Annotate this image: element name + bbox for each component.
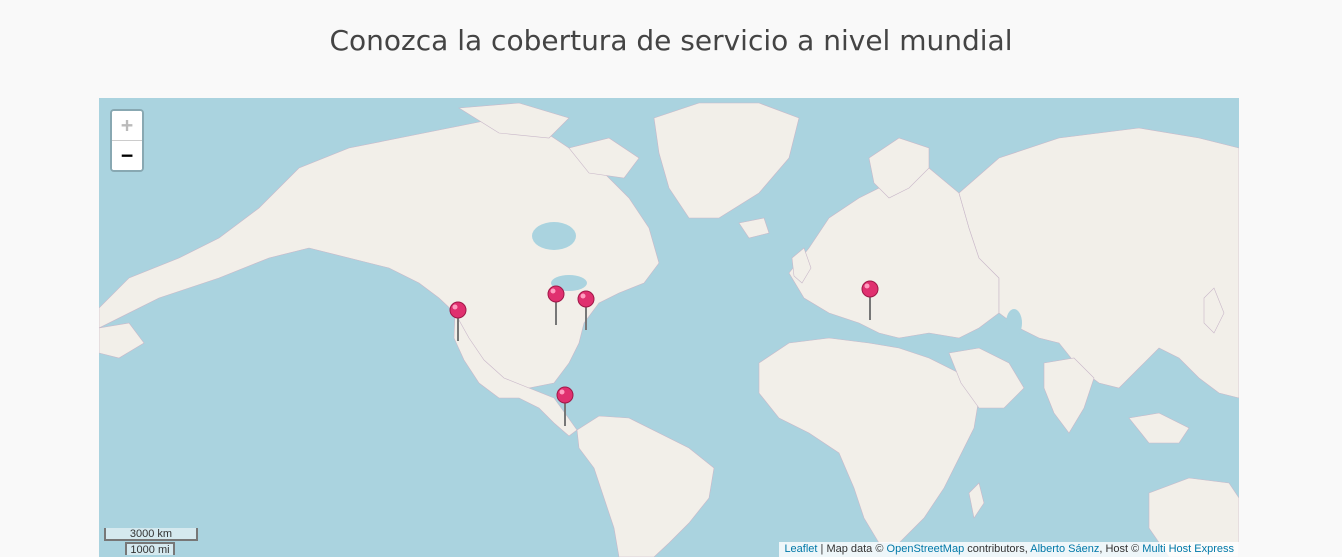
page-title: Conozca la cobertura de servicio a nivel… bbox=[329, 24, 1013, 57]
map[interactable]: + − 3000 km 1000 mi Leaflet | Map data ©… bbox=[99, 98, 1239, 557]
host-link[interactable]: Multi Host Express bbox=[1142, 543, 1234, 555]
scale-km: 3000 km bbox=[104, 528, 198, 541]
map-pin-icon bbox=[556, 386, 574, 426]
marker-central-america[interactable] bbox=[555, 386, 575, 432]
scale-mi: 1000 mi bbox=[125, 542, 175, 556]
scale-bar: 3000 km 1000 mi bbox=[104, 528, 198, 556]
marker-us-east[interactable] bbox=[576, 290, 596, 336]
osm-link[interactable]: OpenStreetMap bbox=[886, 543, 965, 555]
leaflet-link[interactable]: Leaflet bbox=[784, 543, 818, 555]
zoom-in-button[interactable]: + bbox=[112, 111, 142, 141]
attribution-host-prefix: , Host © bbox=[1099, 543, 1143, 555]
zoom-out-button[interactable]: − bbox=[112, 141, 142, 170]
author-link[interactable]: Alberto Sáenz bbox=[1030, 543, 1100, 555]
map-pin-icon bbox=[449, 301, 467, 341]
marker-balkans[interactable] bbox=[860, 280, 880, 326]
map-attribution: Leaflet | Map data © OpenStreetMap contr… bbox=[779, 542, 1239, 557]
marker-us-west[interactable] bbox=[448, 301, 468, 347]
attribution-contributors: contributors, bbox=[964, 543, 1031, 555]
map-pin-icon bbox=[547, 285, 565, 325]
zoom-control: + − bbox=[110, 109, 144, 172]
map-pin-icon bbox=[861, 280, 879, 320]
map-pin-icon bbox=[577, 290, 595, 330]
map-tiles[interactable] bbox=[99, 98, 1239, 557]
marker-us-midwest[interactable] bbox=[546, 285, 566, 331]
attribution-map-data: | Map data © bbox=[817, 543, 887, 555]
